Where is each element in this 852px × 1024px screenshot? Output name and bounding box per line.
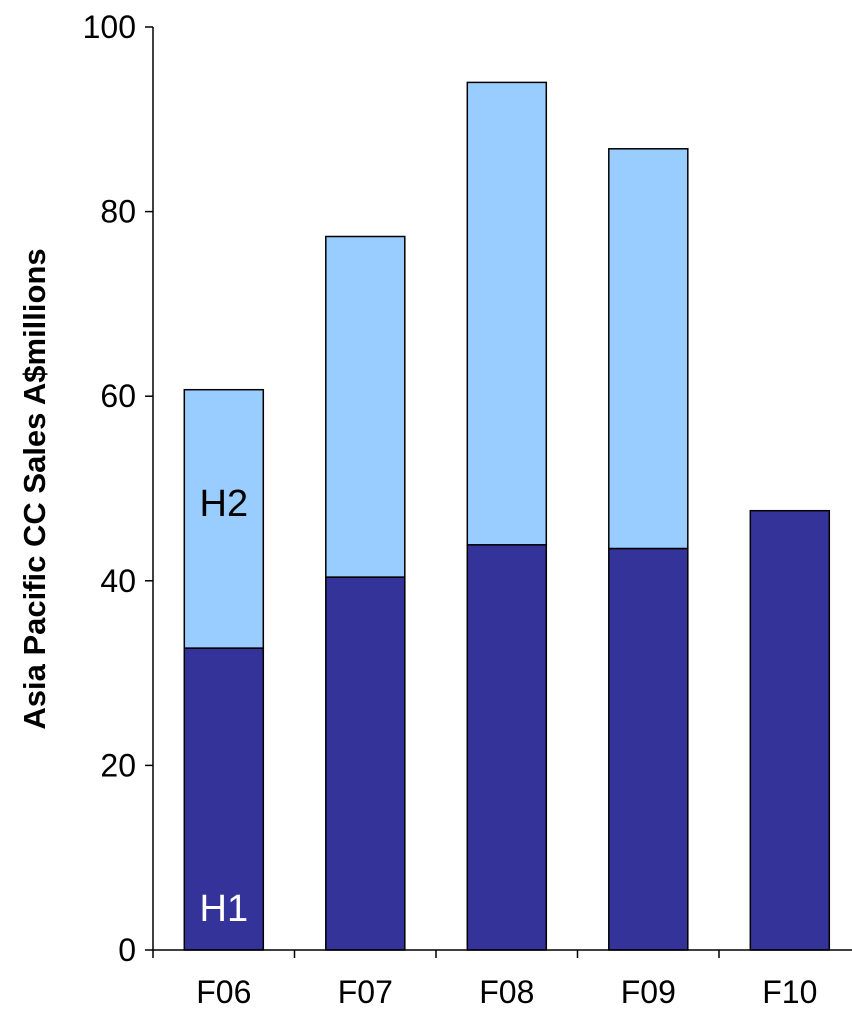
bar-h1-f09 xyxy=(608,547,689,951)
y-tick-label: 100 xyxy=(83,9,136,45)
series-label-h2: H2 xyxy=(200,483,249,525)
x-tick-label: F08 xyxy=(479,974,534,1010)
labels-layer: F06 F07 F08 F09 F10 H1 H2 0 20 40 60 80 100 xyxy=(83,9,818,1010)
bar-h2-f09 xyxy=(608,148,689,550)
y-tick-label: 20 xyxy=(100,747,136,783)
x-tick-label: F09 xyxy=(621,974,676,1010)
y-tick-label: 80 xyxy=(100,194,136,230)
y-tick-label: 0 xyxy=(118,932,136,968)
bar-h1-f08 xyxy=(466,544,548,951)
bar-h2-f08 xyxy=(466,81,548,546)
y-axis-title: Asia Pacific CC Sales A$millions xyxy=(17,248,52,729)
bar-h1-f06 xyxy=(183,647,265,951)
x-tick-label: F07 xyxy=(338,974,393,1010)
x-tick-label: F10 xyxy=(762,974,817,1010)
bar-h1-f10 xyxy=(749,509,831,951)
bars-layer xyxy=(183,81,831,951)
x-tick-label: F06 xyxy=(196,974,251,1010)
axes-layer xyxy=(145,26,852,958)
series-label-h1: H1 xyxy=(200,888,249,930)
y-tick-label: 60 xyxy=(100,378,136,414)
bar-h1-f07 xyxy=(325,576,406,951)
y-tick-label: 40 xyxy=(100,563,136,599)
bar-h2-f06 xyxy=(183,388,265,649)
bar-h2-f07 xyxy=(325,235,406,578)
